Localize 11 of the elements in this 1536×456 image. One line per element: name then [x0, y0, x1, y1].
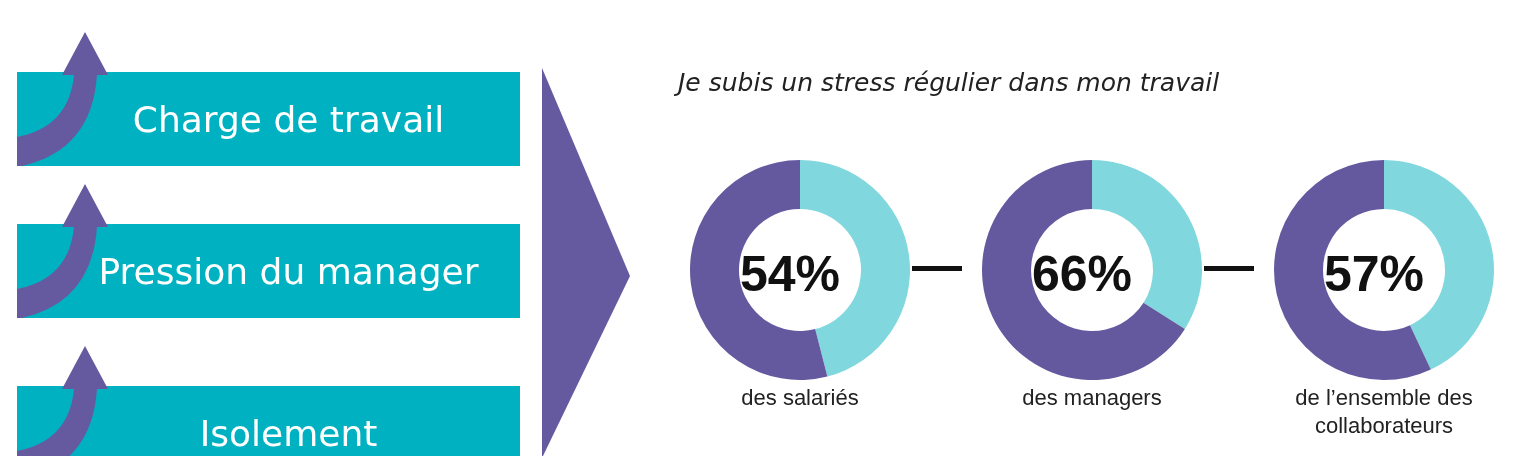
data-label: 54% [739, 246, 841, 302]
text: Isolement [17, 386, 520, 456]
donut-slice [1274, 160, 1431, 380]
text: de l’ensemble des collaborateurs [1294, 384, 1474, 440]
text: Charge de travail [17, 72, 520, 166]
text: des managers [1021, 384, 1163, 412]
data-label: 66% [1031, 246, 1133, 302]
data-label: 57% [1323, 246, 1425, 302]
text: Pression du manager [17, 224, 520, 318]
donut-slice [982, 160, 1185, 380]
text: des salariés [740, 384, 860, 412]
